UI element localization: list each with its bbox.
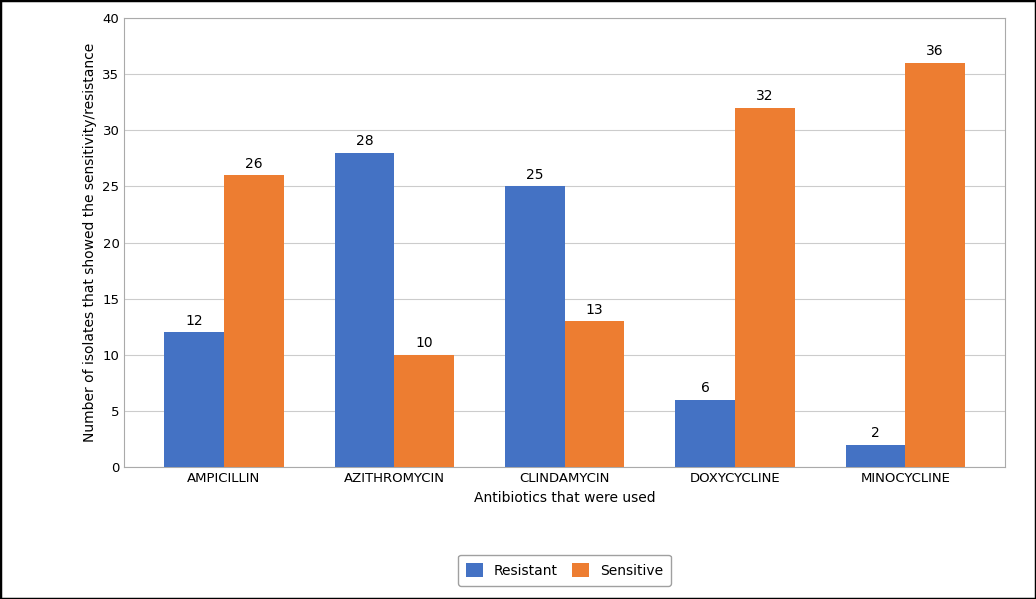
Text: 28: 28 — [355, 134, 373, 148]
Bar — [395, 355, 454, 467]
Bar — [165, 332, 224, 467]
Text: 26: 26 — [244, 157, 262, 171]
Y-axis label: Number of isolates that showed the sensitivity/resistance: Number of isolates that showed the sensi… — [83, 43, 97, 442]
Text: 6: 6 — [700, 382, 710, 395]
Bar — [905, 63, 965, 467]
Text: 36: 36 — [926, 44, 944, 59]
Text: 12: 12 — [185, 314, 203, 328]
Bar — [335, 153, 395, 467]
Text: 13: 13 — [585, 302, 603, 317]
Text: 10: 10 — [415, 337, 433, 350]
Bar — [224, 175, 284, 467]
Text: 32: 32 — [756, 89, 774, 103]
Bar — [565, 321, 625, 467]
Legend: Resistant, Sensitive: Resistant, Sensitive — [458, 555, 671, 586]
Text: 2: 2 — [871, 426, 880, 440]
Text: 25: 25 — [526, 168, 544, 182]
Bar — [845, 444, 905, 467]
Bar — [735, 108, 795, 467]
Bar — [505, 186, 565, 467]
X-axis label: Antibiotics that were used: Antibiotics that were used — [473, 491, 656, 504]
Bar — [675, 400, 735, 467]
